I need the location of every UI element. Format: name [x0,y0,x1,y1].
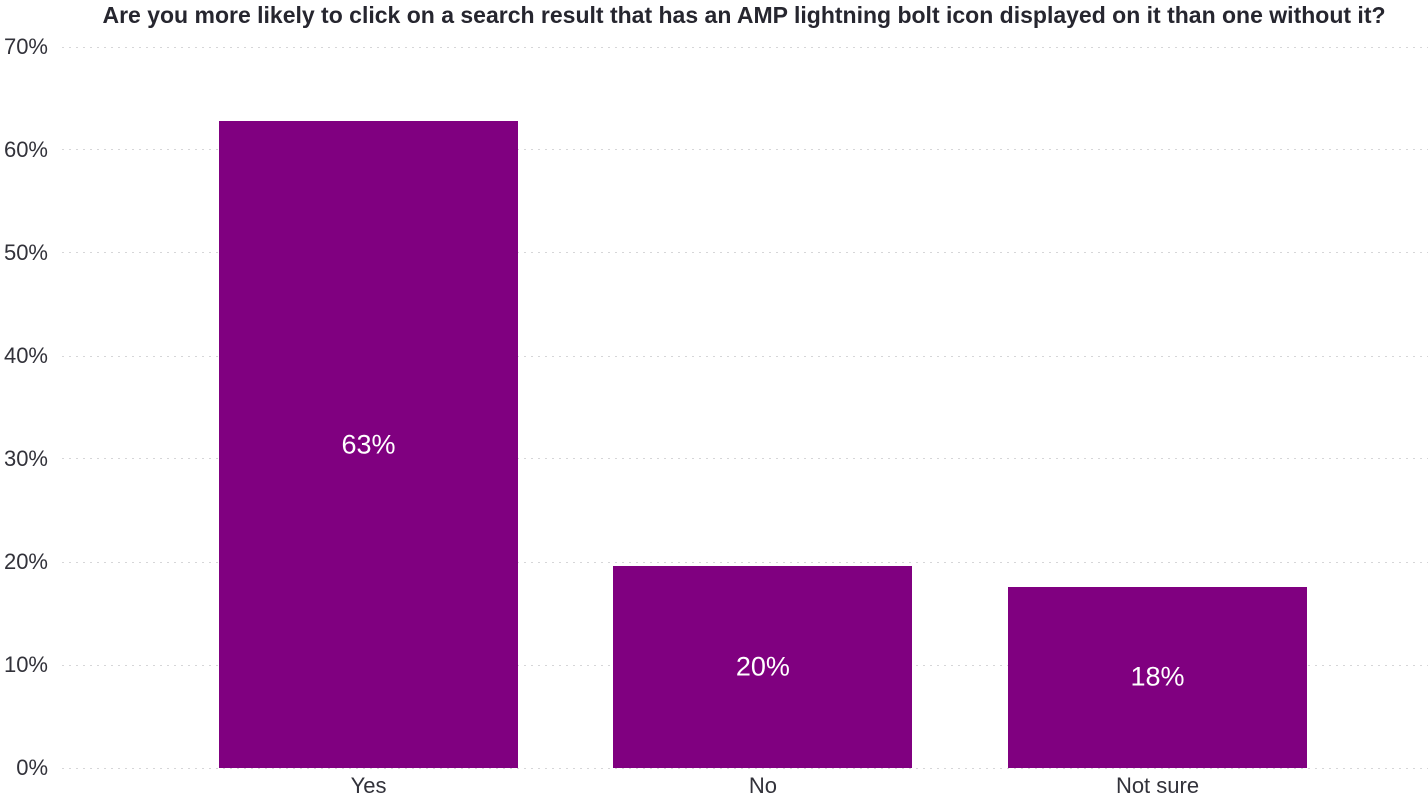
gridline-0 [62,767,1428,769]
bar-value-label-yes: 63% [341,429,396,460]
bar-no[interactable]: 20% [613,566,913,768]
y-tick-label-40: 40% [3,343,48,368]
gridline-30 [62,458,1428,460]
y-axis: 0% 10% 20% 30% 40% 50% 60% 70% [0,36,48,779]
bar-value-label-no: 20% [735,651,790,682]
x-category-label-yes: Yes [350,773,387,798]
gridline-60 [62,149,1428,151]
bar-not-sure[interactable]: 18% [1007,586,1308,768]
y-tick-label-50: 50% [3,240,48,265]
bar-yes[interactable]: 63% [218,121,519,768]
y-tick-label-30: 30% [3,446,48,471]
y-tick-label-20: 20% [3,549,48,574]
gridline-40 [62,355,1428,357]
y-tick-label-70: 70% [3,34,48,59]
x-category-label-no: No [748,773,777,798]
gridline-50 [62,252,1428,254]
plot-area: 63% 20% 18% [62,46,1428,769]
gridline-20 [62,561,1428,563]
y-tick-label-0: 0% [16,755,48,780]
y-tick-label-10: 10% [3,652,48,677]
chart-title: Are you more likely to click on a search… [102,2,1386,28]
y-tick-label-60: 60% [3,137,48,162]
x-category-label-not-sure: Not sure [1115,773,1200,798]
bar-value-label-not-sure: 18% [1130,661,1185,692]
x-axis: Yes No Not sure [62,773,1428,805]
gridline-70 [62,46,1428,48]
